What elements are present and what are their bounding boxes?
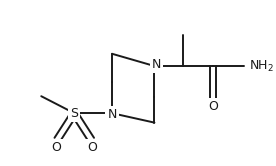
Text: O: O <box>208 100 218 113</box>
Text: N: N <box>107 108 117 121</box>
Text: S: S <box>70 107 78 120</box>
Text: O: O <box>87 141 97 154</box>
Text: NH$_2$: NH$_2$ <box>249 58 274 74</box>
Text: O: O <box>51 141 61 154</box>
Text: N: N <box>152 58 161 71</box>
